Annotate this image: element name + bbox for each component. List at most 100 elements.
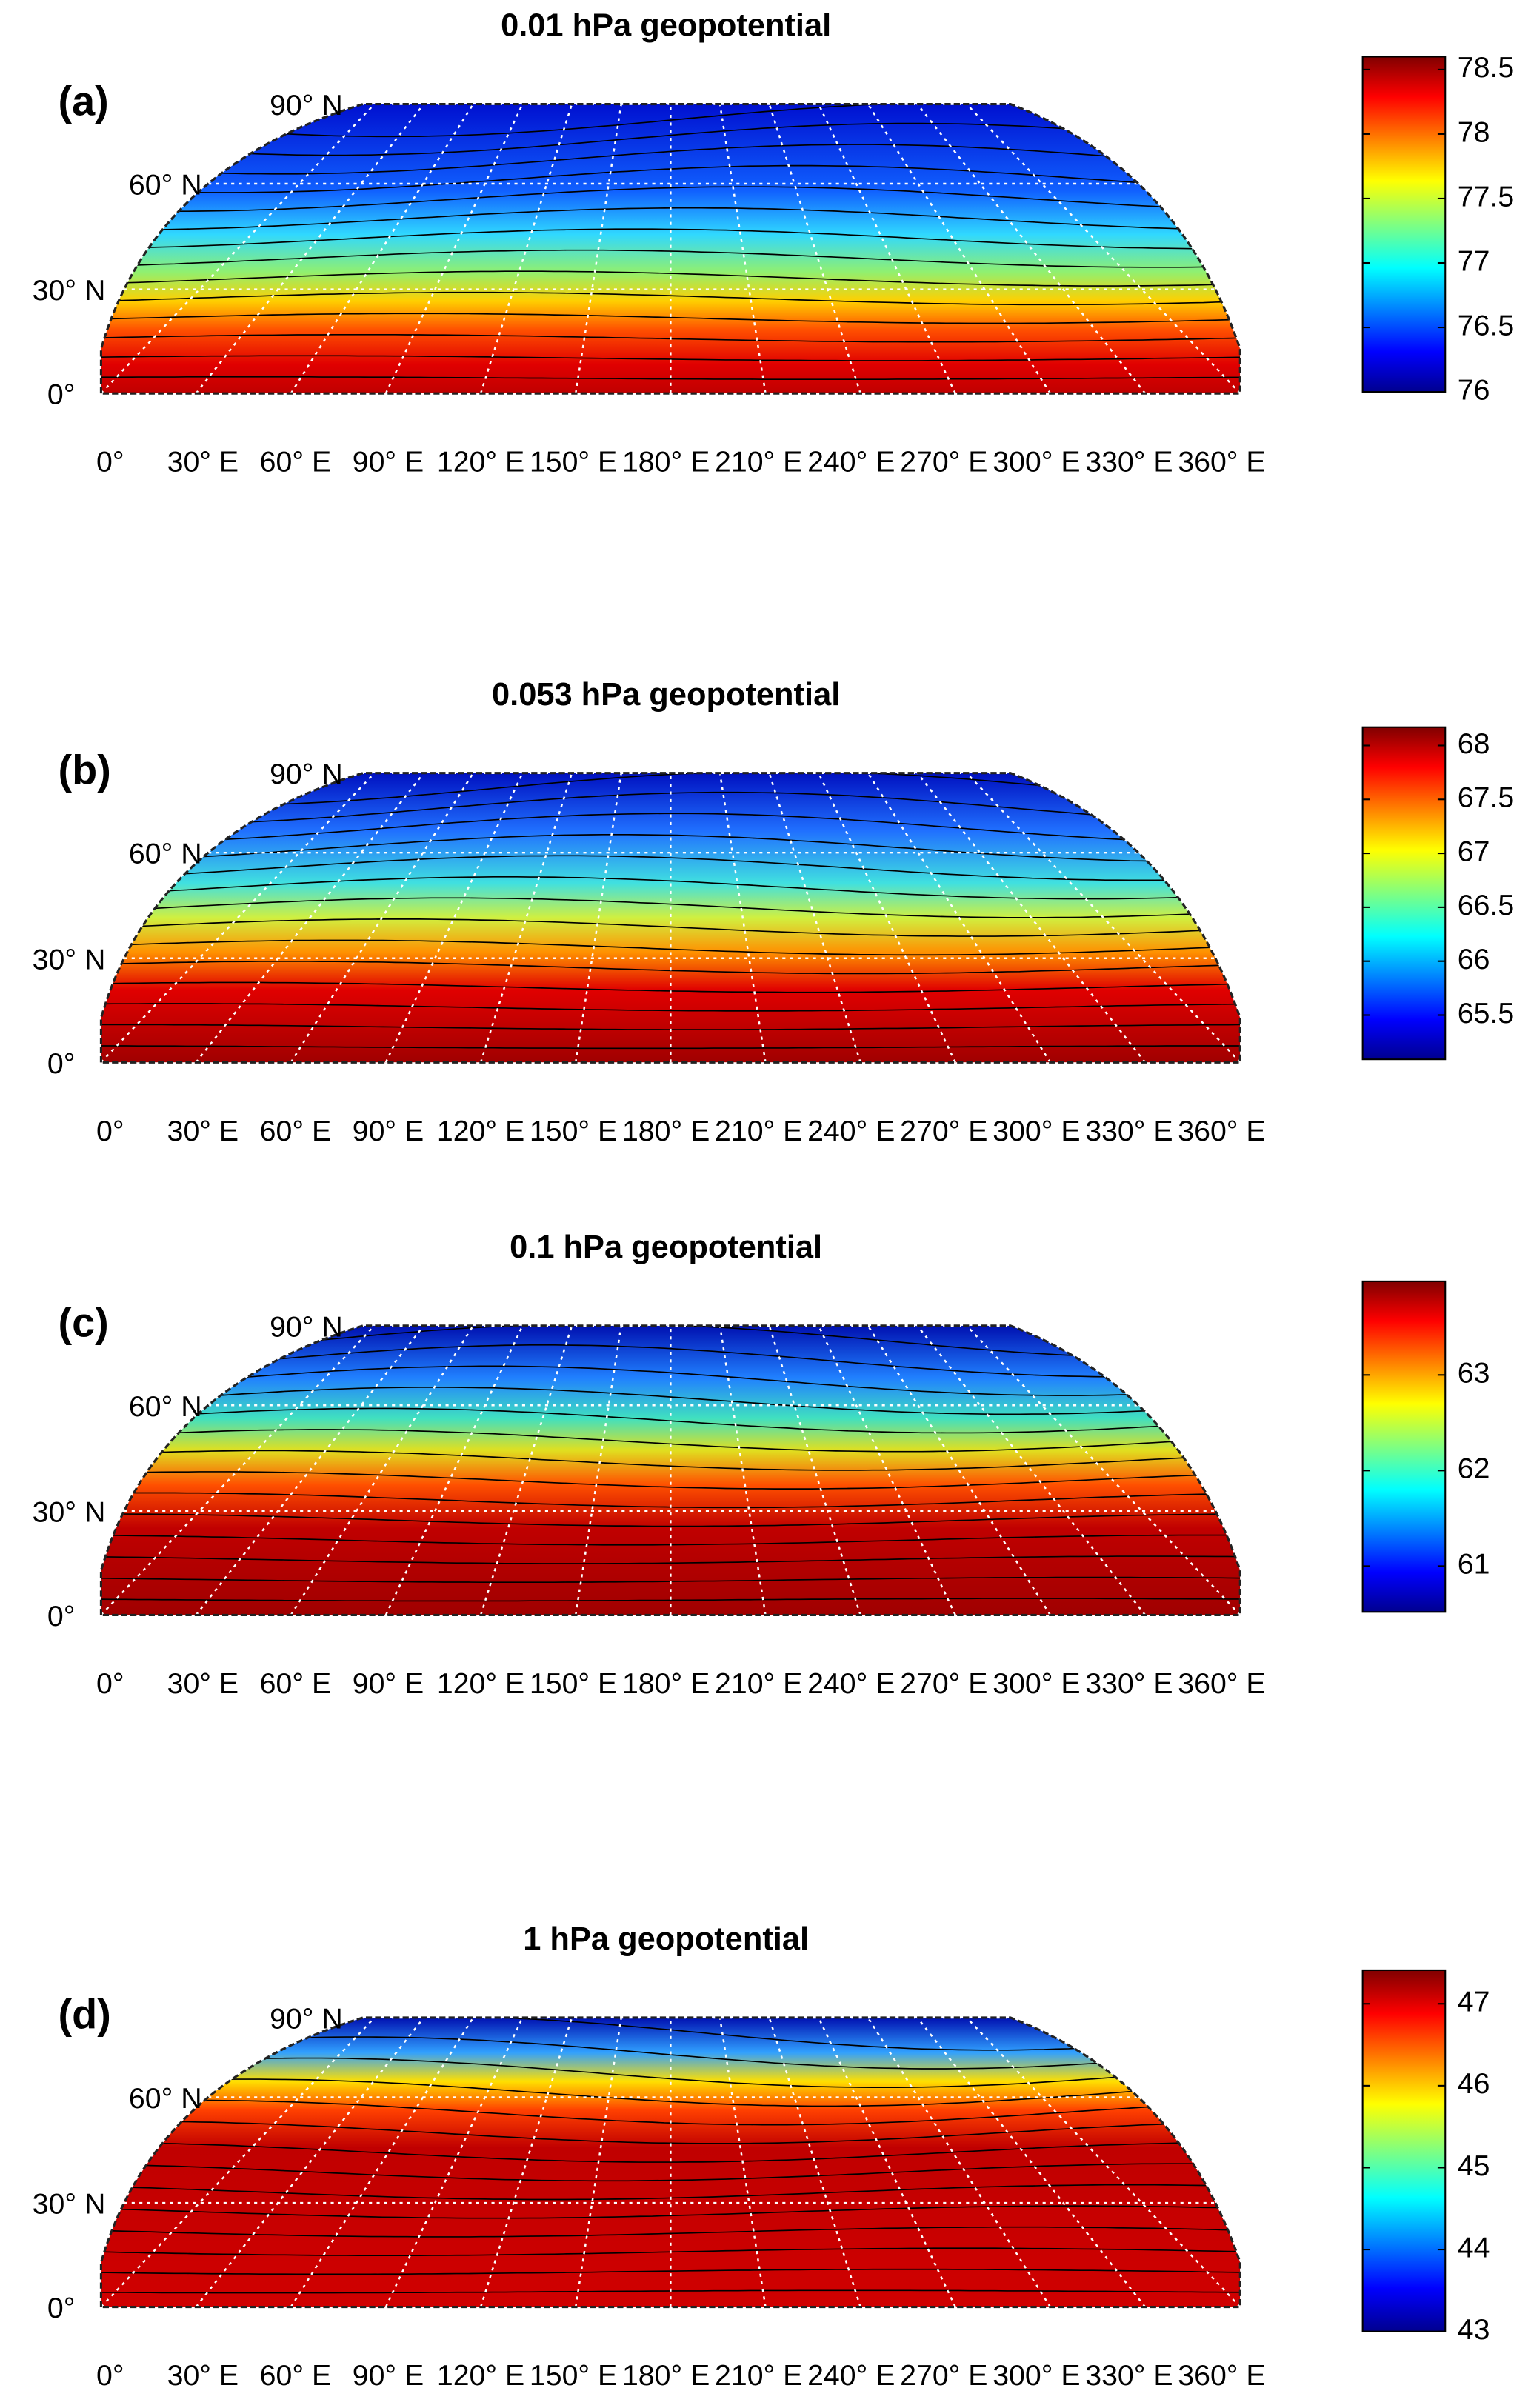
panel: 0.053 hPa geopotential (b) 90° N 60° N 30° N…	[33, 677, 1266, 1147]
lon-label: 210° E	[715, 1115, 802, 1147]
contour	[101, 2226, 1241, 2238]
contour	[101, 313, 1241, 324]
lon-label: 240° E	[807, 2359, 895, 2392]
lat-label: 30° N	[33, 943, 106, 975]
lon-label: 270° E	[900, 1667, 987, 1700]
lon-label: 330° E	[1085, 2359, 1173, 2392]
lon-label: 240° E	[807, 1115, 895, 1147]
lon-label: 180° E	[622, 446, 710, 478]
lon-label: 210° E	[715, 2359, 802, 2392]
contour	[101, 228, 1241, 250]
lat-label: 90° N	[270, 758, 343, 790]
colorbar-tick-label: 77	[1458, 244, 1490, 277]
panel-title: 0.01 hPa geopotential	[501, 8, 831, 44]
lon-label: 210° E	[715, 1667, 802, 1700]
map-border	[99, 102, 1241, 395]
meridian	[718, 773, 767, 1063]
meridian	[718, 1325, 767, 1615]
panel-label: (c)	[59, 1299, 109, 1346]
lat-label: 0°	[47, 1600, 76, 1632]
lon-label: 30° E	[167, 1115, 239, 1147]
lat-label: 30° N	[33, 2188, 106, 2221]
meridian	[867, 1325, 1052, 1615]
meridian	[290, 104, 474, 394]
lon-label: 240° E	[807, 446, 895, 478]
contour	[101, 1598, 1241, 1602]
lon-label: 150° E	[530, 2359, 617, 2392]
contour	[101, 2205, 1241, 2219]
lon-label: 120° E	[437, 446, 524, 478]
colorbar-tick-label: 43	[1458, 2313, 1490, 2346]
colorbar-tick-label: 62	[1458, 1453, 1490, 1485]
meridian	[290, 2017, 474, 2307]
colorbar-tick-label: 67.5	[1458, 781, 1514, 814]
colorbar	[1361, 1969, 1447, 2332]
lon-label: 0°	[96, 446, 124, 478]
contour	[101, 144, 1241, 175]
lon-label: 120° E	[437, 1115, 524, 1147]
lon-label: 330° E	[1085, 446, 1173, 478]
meridian	[718, 2017, 767, 2307]
map-border	[99, 1324, 1241, 1616]
meridian	[479, 773, 573, 1063]
meridian	[195, 104, 425, 394]
panel-title: 0.053 hPa geopotential	[492, 677, 840, 713]
meridian	[867, 773, 1052, 1063]
lat-label: 90° N	[270, 1310, 343, 1343]
meridian	[195, 773, 425, 1063]
colorbar-tick-label: 76.5	[1458, 309, 1514, 341]
meridian	[290, 773, 474, 1063]
lon-label: 330° E	[1085, 1667, 1173, 1700]
map	[101, 1325, 1241, 1615]
lon-label: 360° E	[1178, 446, 1265, 478]
lon-label: 90° E	[353, 1115, 424, 1147]
colorbar-tick-label: 63	[1458, 1357, 1490, 1390]
lon-label: 150° E	[530, 1667, 617, 1700]
colorbar-tick-label: 66.5	[1458, 889, 1514, 921]
meridian	[966, 2017, 1241, 2307]
contour	[101, 355, 1241, 361]
lon-label: 180° E	[622, 2359, 710, 2392]
meridian	[479, 104, 573, 394]
lon-label: 30° E	[167, 2359, 239, 2392]
panel-label: (b)	[59, 746, 111, 793]
colorbar-tick-label: 78.5	[1458, 51, 1514, 84]
lon-label: 150° E	[530, 1115, 617, 1147]
map-border	[99, 2016, 1241, 2309]
lon-label: 300° E	[993, 2359, 1080, 2392]
contour	[101, 2141, 1241, 2163]
colorbar-tick-label: 78	[1458, 116, 1490, 148]
lon-label: 120° E	[437, 2359, 524, 2392]
lat-label: 90° N	[270, 2002, 343, 2035]
contour	[101, 1344, 1241, 1378]
lon-label: 60° E	[260, 446, 331, 478]
colorbar-tick-label: 45	[1458, 2149, 1490, 2182]
panel: 0.01 hPa geopotential (a) 90° N 60° N 30° N 0…	[33, 8, 1266, 478]
lat-label: 0°	[47, 2292, 76, 2324]
colorbar	[1361, 726, 1447, 1061]
lon-label: 60° E	[260, 1667, 331, 1700]
lon-label: 210° E	[715, 446, 802, 478]
lon-label: 330° E	[1085, 1115, 1173, 1147]
contour	[101, 270, 1241, 287]
colorbar-tick-label: 44	[1458, 2231, 1490, 2264]
lon-label: 30° E	[167, 446, 239, 478]
meridian	[718, 104, 767, 394]
map-border	[99, 772, 1241, 1064]
map	[101, 2017, 1241, 2307]
contour	[101, 855, 1241, 881]
contour	[101, 2268, 1241, 2275]
meridian	[101, 773, 376, 1063]
contour	[101, 1555, 1241, 1564]
panel: 1 hPa geopotential (d) 90° N 60° N 30° N 0° 0°…	[33, 1921, 1266, 2392]
contour	[101, 876, 1241, 900]
lon-label: 270° E	[900, 446, 987, 478]
lon-label: 150° E	[530, 446, 617, 478]
lon-label: 360° E	[1178, 1115, 1265, 1147]
contour	[101, 1513, 1241, 1527]
lon-label: 60° E	[260, 1115, 331, 1147]
meridian	[479, 1325, 573, 1615]
contour	[101, 291, 1241, 306]
lon-label: 270° E	[900, 2359, 987, 2392]
meridian	[768, 104, 861, 394]
